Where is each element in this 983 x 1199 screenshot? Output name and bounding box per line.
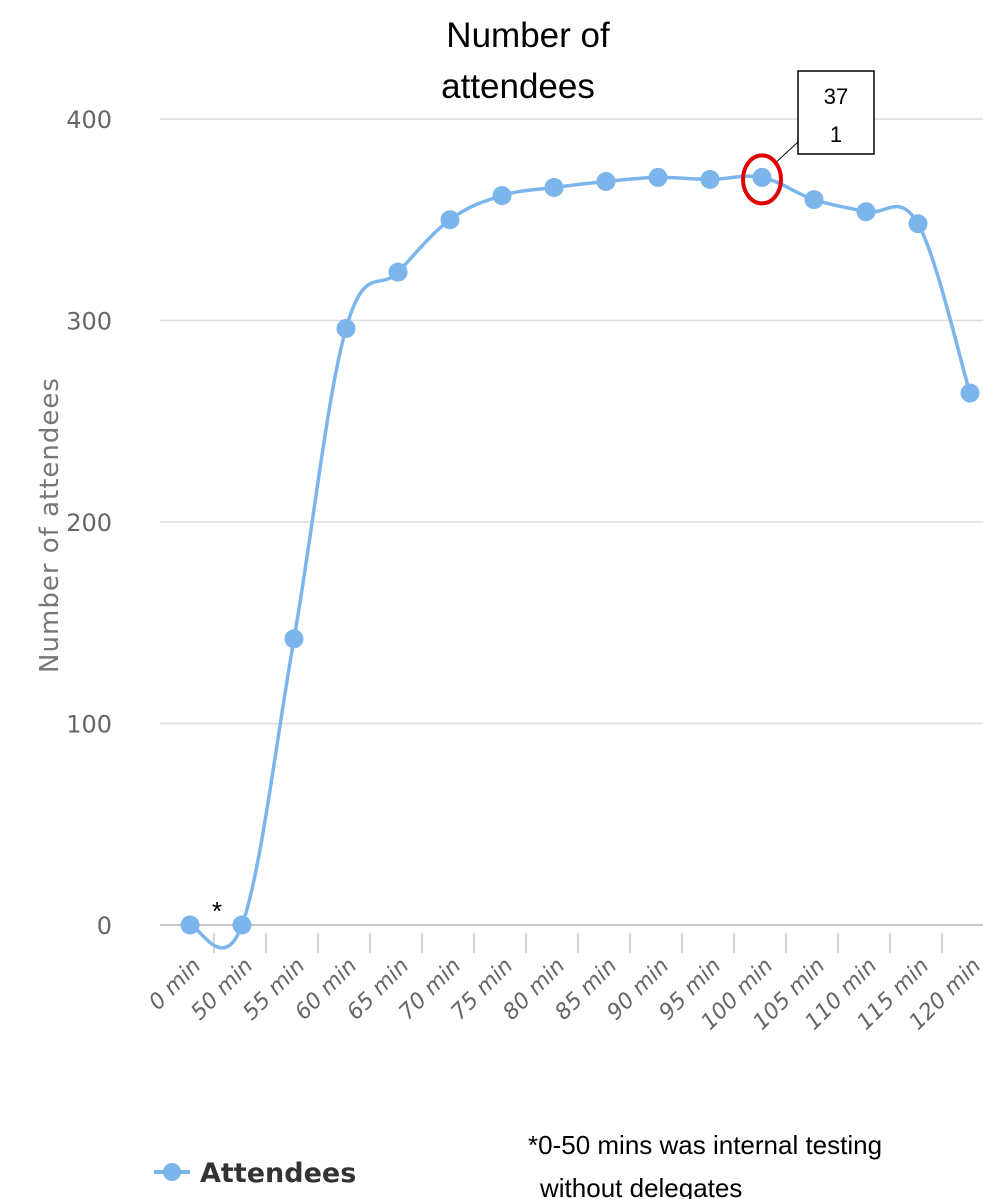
- footnote-star: *: [528, 1130, 538, 1160]
- data-point-15: [960, 383, 980, 403]
- chart-title-line-2: attendees: [441, 67, 595, 106]
- data-point-8: [596, 171, 616, 191]
- y-tick-label-400: 400: [66, 106, 112, 134]
- callout-box: [797, 70, 875, 155]
- data-point-9: [648, 167, 668, 187]
- callout-text-line-1: 37: [824, 84, 848, 109]
- data-point-3: [336, 319, 356, 339]
- data-point-1: [232, 915, 252, 935]
- chart-title: Number of attendees: [441, 16, 610, 106]
- data-point-4: [388, 262, 408, 282]
- chart-title-line-1: Number of: [446, 16, 610, 55]
- footnote-line-1: *0-50 mins was internal testing: [528, 1130, 882, 1160]
- data-point-5: [440, 210, 460, 230]
- data-point-0: [180, 915, 200, 935]
- data-point-7: [544, 178, 564, 198]
- footnote-text-1: 0-50 mins was internal testing: [538, 1130, 882, 1160]
- asterisk-marker: *: [212, 896, 222, 926]
- data-point-13: [856, 202, 876, 222]
- data-point-6: [492, 186, 512, 206]
- legend-label-attendees: Attendees: [200, 1158, 356, 1189]
- y-tick-label-0: 0: [97, 912, 112, 940]
- y-axis-label: Number of attendees: [35, 377, 65, 673]
- y-tick-label-200: 200: [66, 509, 112, 537]
- series-attendees: [180, 167, 980, 950]
- data-point-10: [700, 169, 720, 189]
- data-point-14: [908, 214, 928, 234]
- series-line-attendees: [189, 174, 972, 950]
- footnote: *0-50 mins was internal testing without …: [528, 1130, 882, 1199]
- highlight-circle: [741, 153, 783, 206]
- y-tick-labels: 0 100 200 300 400: [66, 106, 112, 940]
- y-tick-label-100: 100: [66, 711, 112, 739]
- footnote-line-2: without delegates: [539, 1173, 742, 1199]
- data-point-2: [284, 629, 304, 649]
- legend-marker-icon: [163, 1163, 181, 1181]
- data-point-12: [804, 190, 824, 210]
- annotations: 37 1 *: [212, 70, 875, 926]
- callout-text-line-2: 1: [830, 122, 842, 147]
- legend[interactable]: Attendees: [154, 1158, 356, 1189]
- gridlines: [160, 118, 983, 926]
- data-point-11: [752, 167, 772, 187]
- y-tick-label-300: 300: [66, 308, 112, 336]
